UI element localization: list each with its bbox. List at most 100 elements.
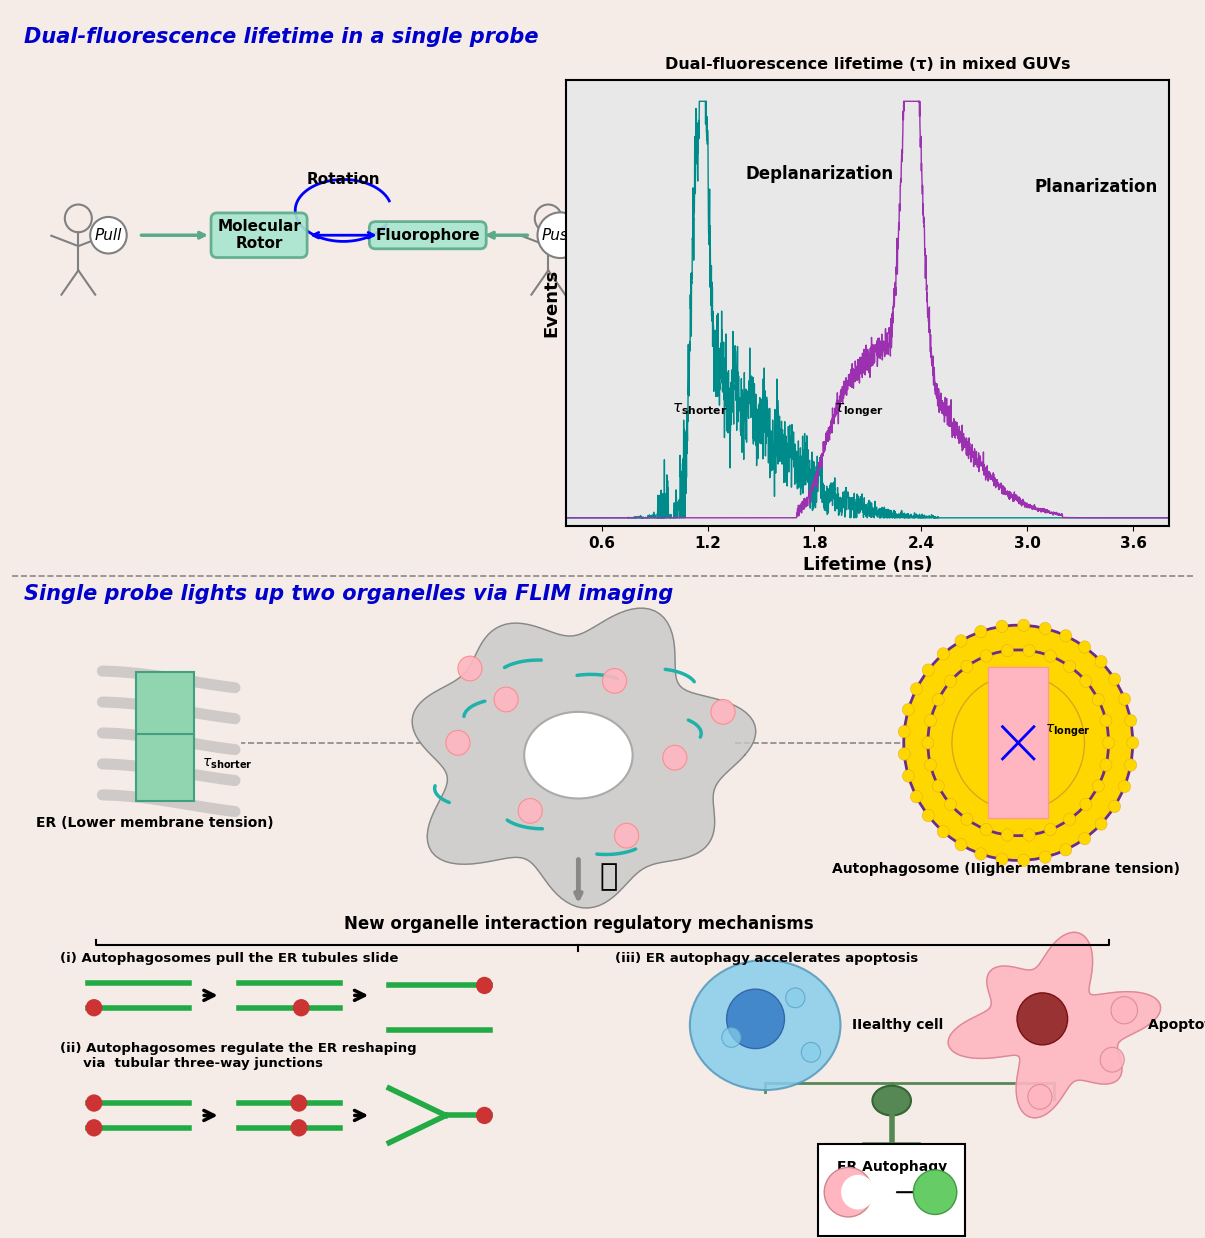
Text: Autophagosome (IIigher membrane tension): Autophagosome (IIigher membrane tension) — [833, 862, 1180, 877]
Circle shape — [1103, 737, 1115, 749]
Circle shape — [975, 848, 987, 860]
FancyBboxPatch shape — [136, 734, 194, 801]
Circle shape — [1092, 780, 1104, 792]
Circle shape — [446, 730, 470, 755]
Text: Planarization: Planarization — [1035, 178, 1158, 196]
Circle shape — [960, 813, 972, 826]
Ellipse shape — [524, 712, 633, 799]
Circle shape — [945, 675, 957, 687]
Circle shape — [824, 1167, 872, 1217]
Circle shape — [1111, 997, 1138, 1024]
Text: $\tau_{\mathregular{shorter}}$: $\tau_{\mathregular{shorter}}$ — [671, 401, 727, 417]
Circle shape — [937, 826, 950, 838]
Circle shape — [922, 810, 934, 822]
Text: ER Autophagy: ER Autophagy — [836, 1160, 947, 1175]
Text: Fluorophore: Fluorophore — [376, 228, 480, 243]
Circle shape — [1095, 655, 1107, 667]
Circle shape — [663, 745, 687, 770]
Circle shape — [922, 664, 934, 676]
Circle shape — [1023, 645, 1035, 657]
Text: IIealthy cell: IIealthy cell — [852, 1018, 944, 1032]
Circle shape — [86, 999, 102, 1016]
Circle shape — [933, 780, 945, 792]
Circle shape — [1100, 714, 1112, 727]
Circle shape — [995, 853, 1007, 865]
Circle shape — [928, 650, 1109, 836]
Circle shape — [903, 770, 915, 782]
Circle shape — [615, 823, 639, 848]
Circle shape — [727, 989, 784, 1049]
Circle shape — [458, 656, 482, 681]
Circle shape — [602, 669, 627, 693]
Circle shape — [1118, 780, 1130, 792]
Circle shape — [1045, 823, 1057, 836]
Circle shape — [801, 1042, 821, 1062]
Circle shape — [1028, 1084, 1052, 1109]
Ellipse shape — [689, 961, 840, 1091]
Text: Push: Push — [542, 228, 578, 243]
Text: Apoptotic cell: Apoptotic cell — [1148, 1018, 1205, 1032]
Circle shape — [293, 999, 310, 1016]
Circle shape — [1059, 843, 1071, 855]
Text: Deplanarization: Deplanarization — [746, 165, 893, 182]
Circle shape — [1039, 623, 1051, 635]
Circle shape — [1109, 673, 1121, 686]
Circle shape — [1001, 645, 1013, 657]
Circle shape — [1095, 818, 1107, 831]
Text: (iii) ER autophagy accelerates apoptosis: (iii) ER autophagy accelerates apoptosis — [615, 952, 918, 964]
Circle shape — [786, 988, 805, 1008]
Circle shape — [1100, 759, 1112, 771]
Text: Rotation: Rotation — [306, 172, 381, 187]
Text: ER (Lower membrane tension): ER (Lower membrane tension) — [36, 816, 274, 831]
Circle shape — [1080, 799, 1092, 811]
Circle shape — [933, 693, 945, 706]
Text: $\tau_{\mathregular{longer}}$: $\tau_{\mathregular{longer}}$ — [1045, 722, 1091, 739]
Circle shape — [1078, 641, 1091, 654]
Text: Single probe lights up two organelles via FLIM imaging: Single probe lights up two organelles vi… — [24, 584, 674, 604]
Circle shape — [1078, 832, 1091, 844]
Circle shape — [898, 725, 910, 738]
FancyBboxPatch shape — [988, 667, 1048, 818]
Circle shape — [924, 714, 936, 727]
Circle shape — [1017, 993, 1068, 1045]
Ellipse shape — [872, 1086, 911, 1115]
Circle shape — [1092, 693, 1104, 706]
FancyBboxPatch shape — [818, 1144, 965, 1236]
Circle shape — [1001, 828, 1013, 841]
Text: Dual-fluorescence lifetime in a single probe: Dual-fluorescence lifetime in a single p… — [24, 27, 539, 47]
Circle shape — [1023, 828, 1035, 841]
Text: Pull: Pull — [95, 228, 122, 243]
Circle shape — [1045, 650, 1057, 662]
Circle shape — [1124, 759, 1136, 771]
Text: 🔬: 🔬 — [599, 862, 618, 891]
Circle shape — [922, 737, 934, 749]
Circle shape — [960, 660, 972, 672]
Circle shape — [1080, 675, 1092, 687]
Circle shape — [1064, 813, 1076, 826]
Circle shape — [476, 977, 493, 994]
Text: Molecular
Rotor: Molecular Rotor — [217, 219, 301, 251]
Circle shape — [722, 1028, 741, 1047]
Circle shape — [898, 748, 910, 760]
Circle shape — [911, 682, 923, 695]
Circle shape — [476, 1107, 493, 1124]
Text: $\tau_{\mathregular{longer}}$: $\tau_{\mathregular{longer}}$ — [834, 401, 883, 418]
Circle shape — [952, 675, 1084, 811]
FancyBboxPatch shape — [136, 672, 194, 739]
Circle shape — [1018, 619, 1030, 631]
Circle shape — [1118, 693, 1130, 706]
Circle shape — [494, 687, 518, 712]
Y-axis label: Events: Events — [542, 269, 560, 338]
Circle shape — [1100, 1047, 1124, 1072]
Text: (ii) Autophagosomes regulate the ER reshaping
     via  tubular three-way juncti: (ii) Autophagosomes regulate the ER resh… — [60, 1042, 417, 1070]
Polygon shape — [412, 608, 756, 907]
Circle shape — [937, 647, 950, 660]
Circle shape — [86, 1119, 102, 1136]
Circle shape — [1039, 851, 1051, 863]
Circle shape — [1127, 737, 1139, 749]
Circle shape — [980, 650, 992, 662]
Circle shape — [86, 1094, 102, 1112]
Text: $\tau_{\mathregular{shorter}}$: $\tau_{\mathregular{shorter}}$ — [202, 756, 253, 771]
Circle shape — [290, 1094, 307, 1112]
Circle shape — [913, 1170, 957, 1214]
